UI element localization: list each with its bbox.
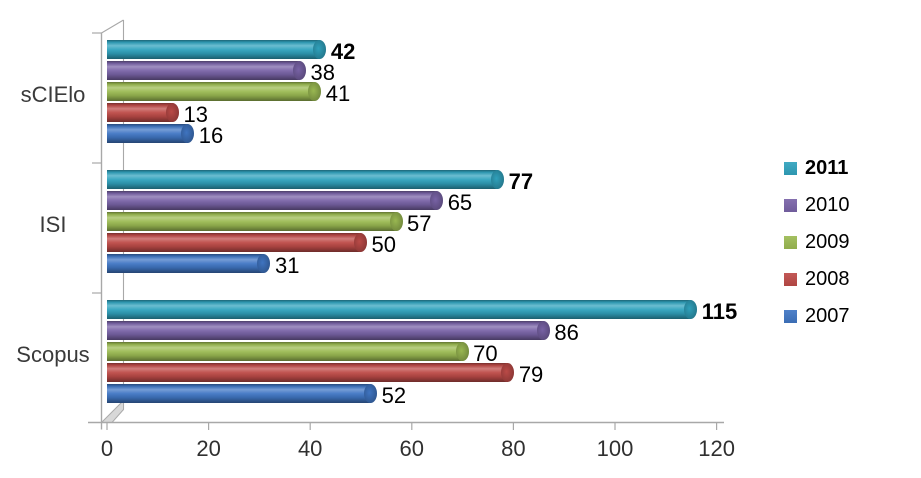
data-label-Scopus-2008: 79 bbox=[518, 362, 544, 387]
data-label-Scopus-2007: 52 bbox=[381, 383, 407, 408]
x-tick-label-80: 80 bbox=[501, 436, 526, 461]
legend-label: 2009 bbox=[805, 231, 850, 253]
data-label-sCIElo-2010: 38 bbox=[310, 60, 336, 85]
legend-item-2010: 2010 bbox=[784, 187, 850, 224]
bar-end-cap bbox=[491, 170, 505, 189]
data-label-sCIElo-2007: 16 bbox=[198, 123, 224, 148]
data-label-Scopus-2009: 70 bbox=[473, 341, 498, 366]
x-tick-label-100: 100 bbox=[596, 436, 634, 461]
data-label-ISI-2009: 57 bbox=[407, 211, 432, 236]
data-label-ISI-2008: 50 bbox=[371, 232, 396, 257]
bar-ISI-2008 bbox=[107, 233, 367, 252]
bar-ISI-2011 bbox=[107, 170, 505, 189]
data-label-ISI-2007: 31 bbox=[274, 253, 300, 278]
bar-sCIElo-2010 bbox=[107, 61, 307, 80]
legend-swatch-icon bbox=[784, 310, 797, 323]
data-label-sCIElo-2011: 42 bbox=[330, 39, 356, 64]
legend-swatch-icon bbox=[784, 273, 797, 286]
x-tick-label-40: 40 bbox=[297, 436, 323, 461]
legend-label: 2011 bbox=[805, 157, 849, 179]
bar-ISI-2010 bbox=[107, 191, 444, 210]
bar-end-cap bbox=[364, 384, 378, 403]
legend-label: 2007 bbox=[805, 305, 850, 327]
legend-label: 2010 bbox=[805, 194, 850, 216]
bar-Scopus-2009 bbox=[107, 342, 469, 361]
category-label-sCIElo: sCIElo bbox=[20, 82, 86, 107]
wall-top-edge bbox=[101, 19, 124, 34]
legend-item-2007: 2007 bbox=[784, 298, 850, 335]
category-label-ISI: ISI bbox=[39, 212, 67, 237]
x-tick-label-0: 0 bbox=[100, 436, 114, 461]
bar-sCIElo-2011 bbox=[107, 40, 327, 59]
legend-item-2008: 2008 bbox=[784, 261, 850, 298]
bar-end-cap bbox=[430, 191, 444, 210]
bar-Scopus-2008 bbox=[107, 363, 515, 382]
bar-end-cap bbox=[166, 103, 180, 122]
data-label-Scopus-2011: 115 bbox=[701, 299, 738, 324]
bar-end-cap bbox=[389, 212, 403, 231]
data-label-ISI-2010: 65 bbox=[447, 190, 473, 215]
bar-sCIElo-2008 bbox=[107, 103, 180, 122]
bar-ISI-2007 bbox=[107, 254, 271, 273]
x-tick-label-120: 120 bbox=[698, 436, 735, 461]
bar-end-cap bbox=[536, 321, 550, 340]
bar-end-cap bbox=[313, 40, 327, 59]
bar-end-cap bbox=[308, 82, 322, 101]
legend: 2011 2010 2009 2008 2007 bbox=[784, 150, 850, 335]
legend-swatch-icon bbox=[784, 236, 797, 249]
x-tick-label-20: 20 bbox=[196, 436, 221, 461]
bar-Scopus-2010 bbox=[107, 321, 550, 340]
bar-ISI-2009 bbox=[107, 212, 403, 231]
bar-sCIElo-2007 bbox=[107, 124, 195, 143]
data-label-sCIElo-2008: 13 bbox=[183, 102, 209, 127]
bar-end-cap bbox=[293, 61, 307, 80]
bar-end-cap bbox=[181, 124, 195, 143]
legend-swatch-icon bbox=[784, 162, 797, 175]
legend-item-2009: 2009 bbox=[784, 224, 850, 261]
data-label-Scopus-2010: 86 bbox=[554, 320, 579, 345]
legend-label: 2008 bbox=[805, 268, 850, 290]
data-label-sCIElo-2009: 41 bbox=[325, 81, 351, 106]
bar-sCIElo-2009 bbox=[107, 82, 322, 101]
category-label-Scopus: Scopus bbox=[16, 342, 90, 367]
data-label-ISI-2011: 77 bbox=[508, 169, 534, 194]
bar-Scopus-2011 bbox=[107, 300, 698, 319]
bar-end-cap bbox=[257, 254, 271, 273]
bar-end-cap bbox=[684, 300, 698, 319]
bar-end-cap bbox=[354, 233, 367, 252]
legend-swatch-icon bbox=[784, 199, 797, 212]
bar-Scopus-2007 bbox=[107, 384, 378, 403]
x-tick-label-60: 60 bbox=[399, 436, 425, 461]
legend-item-2011: 2011 bbox=[784, 150, 850, 187]
bar-end-cap bbox=[501, 363, 515, 382]
bar-end-cap bbox=[455, 342, 469, 361]
